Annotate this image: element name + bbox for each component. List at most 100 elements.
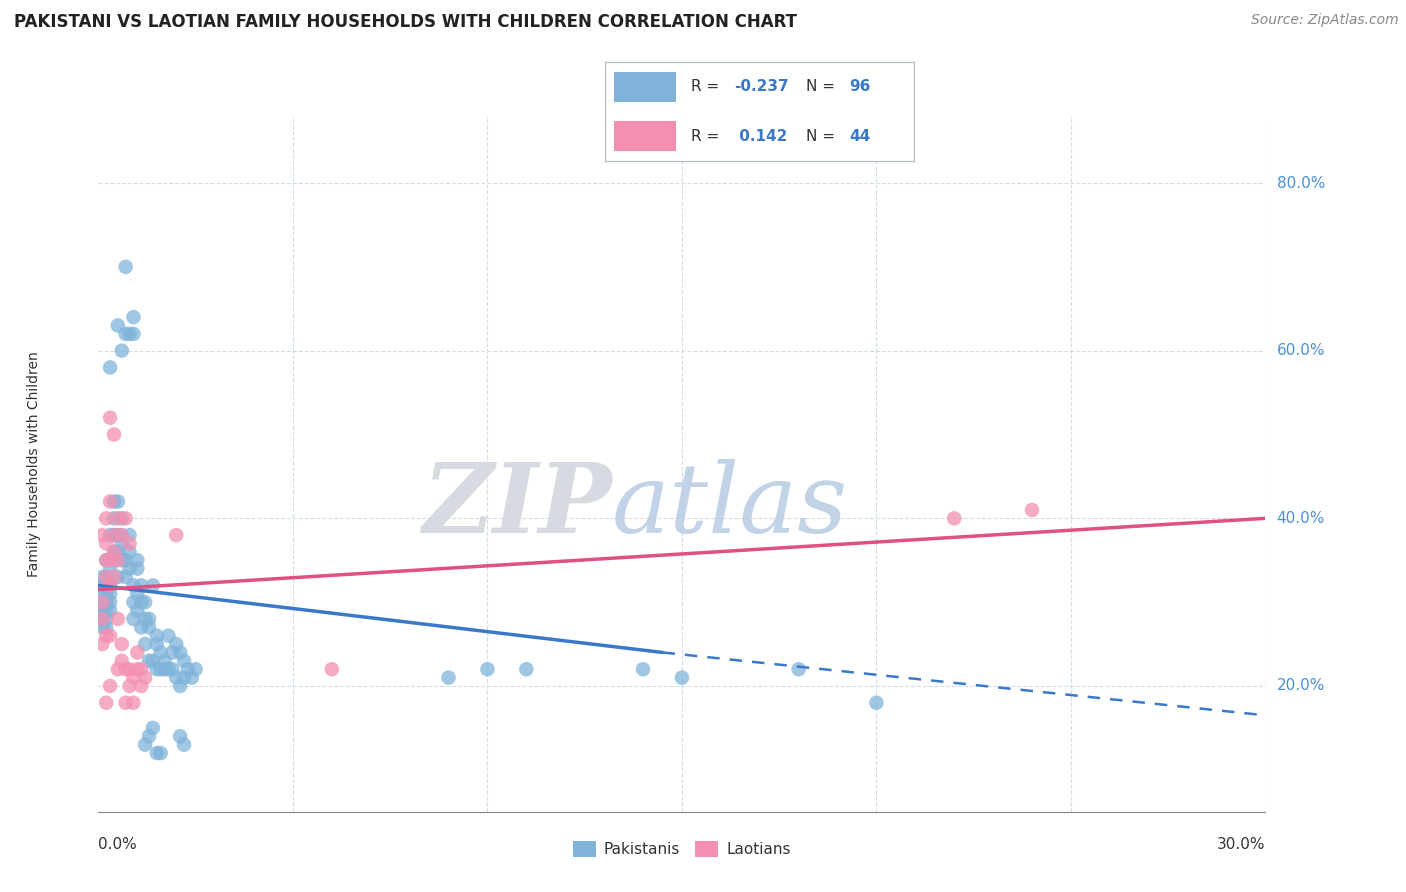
Point (96, 570, 118, 584)
Point (122, 671, 145, 685)
Point (142, 721, 165, 735)
Point (122, 326, 145, 341)
Point (96, 629, 118, 643)
Point (165, 528, 187, 542)
Text: 60.0%: 60.0% (1277, 343, 1324, 359)
Point (96, 553, 118, 567)
Point (169, 679, 191, 693)
Point (122, 310, 145, 325)
Point (146, 637, 169, 651)
Point (91, 595, 114, 609)
Point (107, 528, 129, 542)
Point (91, 578, 114, 592)
Point (118, 528, 141, 542)
Point (107, 662, 129, 676)
Point (98, 410, 121, 425)
Point (134, 612, 156, 626)
Point (91, 595, 114, 609)
Point (177, 662, 200, 676)
Point (111, 528, 134, 542)
Point (122, 612, 145, 626)
Point (122, 578, 145, 592)
Text: 30.0%: 30.0% (1218, 837, 1265, 852)
Point (96, 603, 118, 617)
Point (103, 427, 125, 442)
Point (149, 746, 172, 760)
Point (98, 587, 121, 601)
Point (127, 553, 149, 567)
Point (134, 637, 156, 651)
Point (114, 326, 136, 341)
Point (91, 595, 114, 609)
Point (107, 553, 129, 567)
Point (111, 553, 134, 567)
Point (173, 671, 195, 685)
Point (149, 662, 172, 676)
Point (96, 536, 118, 550)
Point (169, 729, 191, 743)
Text: -0.237: -0.237 (734, 79, 789, 95)
Point (107, 511, 129, 525)
Point (129, 620, 152, 634)
Point (157, 629, 180, 643)
Point (146, 662, 169, 676)
Point (671, 671, 693, 685)
Text: Source: ZipAtlas.com: Source: ZipAtlas.com (1251, 13, 1399, 28)
FancyBboxPatch shape (614, 72, 676, 102)
Point (107, 570, 129, 584)
Point (153, 662, 176, 676)
Text: R =: R = (692, 79, 720, 95)
Point (103, 570, 125, 584)
Point (118, 536, 141, 550)
Point (138, 654, 160, 668)
Point (111, 637, 134, 651)
Point (98, 578, 121, 592)
Point (943, 511, 966, 525)
Point (118, 679, 141, 693)
Point (91, 603, 114, 617)
Point (437, 671, 460, 685)
Point (91, 570, 114, 584)
Point (96, 595, 118, 609)
Text: 80.0%: 80.0% (1277, 176, 1324, 191)
Point (111, 528, 134, 542)
Point (127, 603, 149, 617)
Point (91, 612, 114, 626)
Point (111, 654, 134, 668)
Point (173, 654, 195, 668)
Point (98, 561, 121, 575)
Point (114, 662, 136, 676)
Point (165, 671, 187, 685)
Point (169, 645, 191, 659)
Point (103, 528, 125, 542)
Text: PAKISTANI VS LAOTIAN FAMILY HOUSEHOLDS WITH CHILDREN CORRELATION CHART: PAKISTANI VS LAOTIAN FAMILY HOUSEHOLDS W… (14, 13, 797, 31)
Point (98, 603, 121, 617)
Point (122, 595, 145, 609)
Point (142, 654, 165, 668)
Text: 40.0%: 40.0% (1277, 511, 1324, 525)
Point (138, 729, 160, 743)
Text: 96: 96 (849, 79, 870, 95)
Text: Family Households with Children: Family Households with Children (27, 351, 41, 577)
Point (103, 545, 125, 559)
Point (114, 553, 136, 567)
Point (98, 494, 121, 508)
Point (1021, 503, 1043, 517)
Point (122, 696, 145, 710)
Point (146, 629, 169, 643)
Point (98, 578, 121, 592)
Point (157, 662, 180, 676)
Text: ZIP: ZIP (422, 458, 612, 552)
Point (91, 612, 114, 626)
Text: 44: 44 (849, 128, 870, 144)
Point (103, 545, 125, 559)
Point (184, 662, 207, 676)
Text: 20.0%: 20.0% (1277, 679, 1324, 693)
FancyBboxPatch shape (614, 121, 676, 151)
Point (111, 511, 134, 525)
Point (114, 696, 136, 710)
Point (96, 511, 118, 525)
Point (138, 620, 160, 634)
Point (162, 662, 184, 676)
Point (111, 343, 134, 358)
